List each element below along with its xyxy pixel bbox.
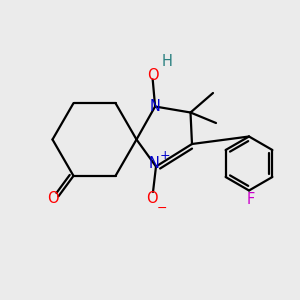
Text: −: −: [157, 202, 167, 215]
Text: H: H: [162, 54, 172, 69]
Text: O: O: [147, 68, 158, 82]
Text: O: O: [47, 191, 59, 206]
Text: N: N: [149, 156, 160, 171]
Text: N: N: [150, 99, 160, 114]
Text: O: O: [146, 191, 157, 206]
Text: F: F: [246, 192, 255, 207]
Text: +: +: [160, 148, 170, 162]
